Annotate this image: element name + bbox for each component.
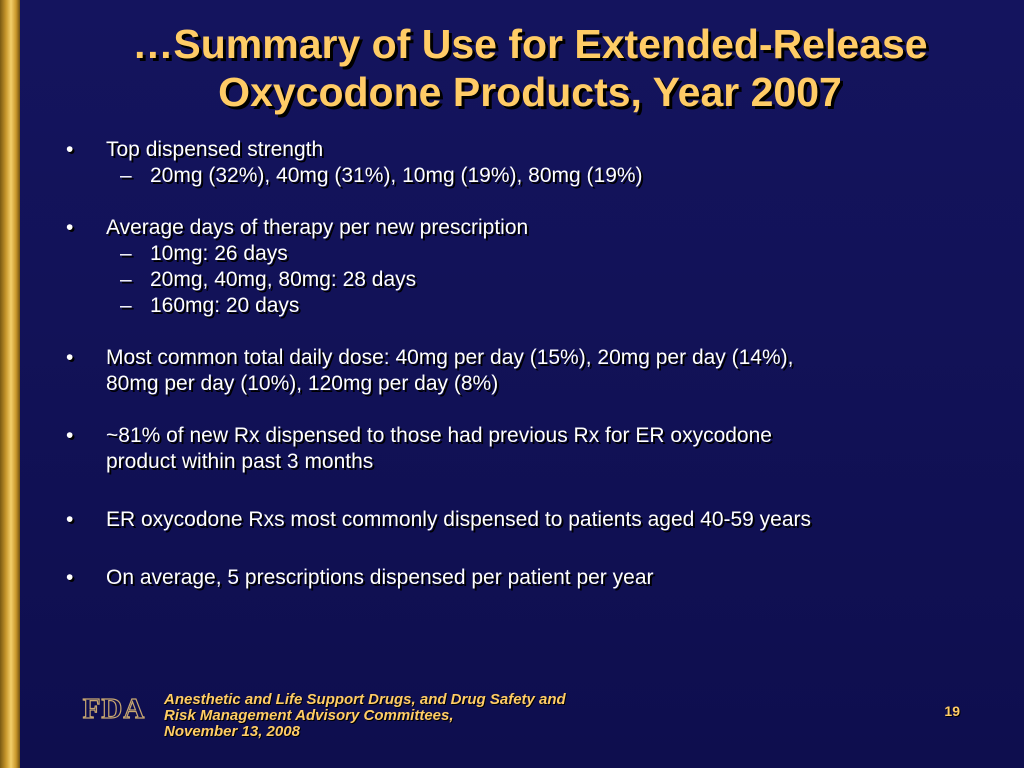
- bullet-marker: •: [66, 566, 74, 589]
- bullet-prescriptions-per-patient: • On average, 5 prescriptions dispensed …: [66, 565, 986, 591]
- bullet-average-days-of-therapy: • Average days of therapy per new prescr…: [66, 215, 986, 241]
- slide-title: …Summary of Use for Extended-Release Oxy…: [60, 20, 1000, 116]
- bullet-previous-rx-share: • ~81% of new Rx dispensed to those had …: [66, 423, 986, 475]
- sub-bullet-marker: –: [120, 268, 132, 291]
- bullet-marker: •: [66, 508, 74, 531]
- bullet-top-dispensed-strength: • Top dispensed strength: [66, 137, 986, 163]
- bullet-text-line-1: Most common total daily dose: 40mg per d…: [106, 346, 794, 369]
- bullet-marker: •: [66, 138, 74, 161]
- sub-bullet-text: 10mg: 26 days: [150, 242, 288, 265]
- bullet-marker: •: [66, 216, 74, 239]
- footer-line-1: Anesthetic and Life Support Drugs, and D…: [164, 691, 566, 708]
- fda-logo-text: FDA: [83, 693, 146, 723]
- sub-bullet-marker: –: [120, 164, 132, 187]
- fda-logo: FDA: [82, 693, 146, 723]
- slide-content: • Top dispensed strength – 20mg (32%), 4…: [66, 137, 986, 591]
- sub-bullet-text: 20mg, 40mg, 80mg: 28 days: [150, 268, 417, 291]
- slide-title-line-2: Oxycodone Products, Year 2007: [218, 69, 842, 115]
- sub-bullet-marker: –: [120, 242, 132, 265]
- footer-line-3: November 13, 2008: [164, 723, 300, 740]
- sub-bullet-160mg-days: – 160mg: 20 days: [66, 293, 986, 319]
- bullet-text-line-1: ~81% of new Rx dispensed to those had pr…: [106, 424, 772, 447]
- bullet-text-line-2: product within past 3 months: [106, 450, 374, 473]
- bullet-text: Top dispensed strength: [106, 138, 324, 161]
- bullet-marker: •: [66, 424, 74, 447]
- sub-bullet-10mg-days: – 10mg: 26 days: [66, 241, 986, 267]
- sub-bullet-text: 20mg (32%), 40mg (31%), 10mg (19%), 80mg…: [150, 164, 643, 187]
- bullet-patient-age-range: • ER oxycodone Rxs most commonly dispens…: [66, 507, 986, 533]
- bullet-marker: •: [66, 346, 74, 369]
- sub-bullet-strength-shares: – 20mg (32%), 40mg (31%), 10mg (19%), 80…: [66, 163, 986, 189]
- sub-bullet-marker: –: [120, 294, 132, 317]
- sub-bullet-text: 160mg: 20 days: [150, 294, 300, 317]
- footer-meeting-info: Anesthetic and Life Support Drugs, and D…: [164, 692, 566, 740]
- footer-line-2: Risk Management Advisory Committees,: [164, 707, 454, 724]
- bullet-most-common-daily-dose: • Most common total daily dose: 40mg per…: [66, 345, 986, 397]
- bullet-text-line-2: 80mg per day (10%), 120mg per day (8%): [106, 372, 499, 395]
- bullet-text: ER oxycodone Rxs most commonly dispensed…: [106, 508, 812, 531]
- slide-page-number: 19: [944, 703, 960, 719]
- slide-title-line-1: …Summary of Use for Extended-Release: [132, 21, 928, 67]
- bullet-text: On average, 5 prescriptions dispensed pe…: [106, 566, 654, 589]
- sub-bullet-20-40-80mg-days: – 20mg, 40mg, 80mg: 28 days: [66, 267, 986, 293]
- left-accent-bar: [0, 0, 20, 768]
- bullet-text: Average days of therapy per new prescrip…: [106, 216, 529, 239]
